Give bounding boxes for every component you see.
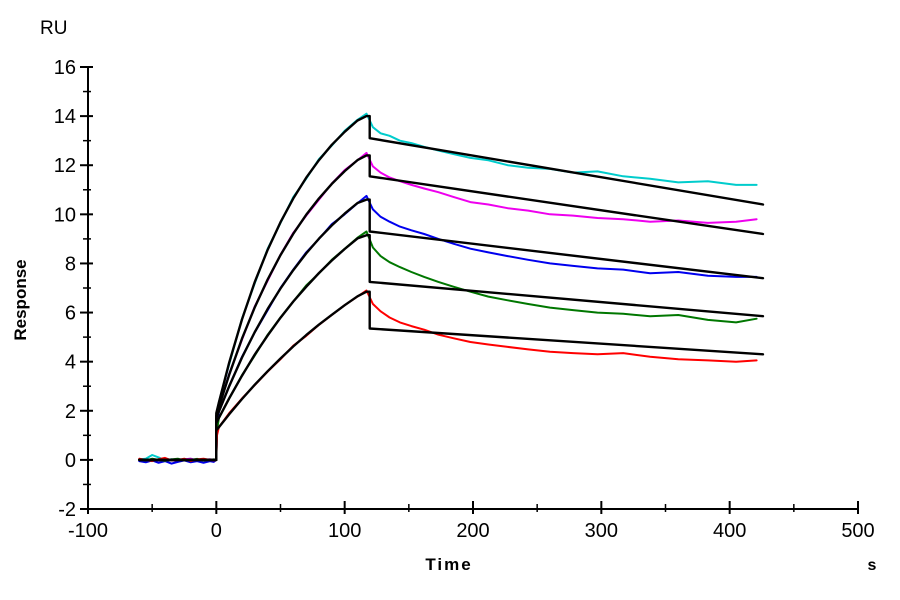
y-tick-label: 14: [54, 106, 76, 128]
y-tick-label: 4: [65, 352, 76, 374]
series-sensorgram-blue: [138, 194, 758, 465]
y-axis-unit-label: RU: [40, 18, 67, 39]
x-tick-label: 500: [841, 520, 874, 542]
y-tick-label: 16: [54, 57, 76, 79]
plot-area: -100 0 100 200 300 400 500 -2 0 2 4 6 8 10 12 14 16: [54, 57, 875, 542]
x-tick-label: -100: [68, 520, 108, 542]
x-tick-label: 300: [585, 520, 618, 542]
y-axis-title: Response: [11, 259, 30, 340]
y-tick-label: 0: [65, 450, 76, 472]
series-fit-blue: [138, 198, 765, 462]
x-axis-unit-label: s: [868, 557, 877, 574]
series-fit-red: [138, 290, 765, 462]
y-tick-label: 8: [65, 253, 76, 275]
y-tick-label: 6: [65, 303, 76, 325]
y-tick-label: 10: [54, 204, 76, 226]
y-tick-label: 12: [54, 155, 76, 177]
series-fit-cyan: [138, 114, 765, 462]
x-tick-label: 200: [456, 520, 489, 542]
series-fit-magenta: [138, 154, 765, 462]
x-tick-label: 0: [211, 520, 222, 542]
x-axis-title: Time: [425, 555, 472, 574]
y-tick-label: 2: [65, 401, 76, 423]
series-fit-green: [138, 233, 765, 462]
y-tick-label: -2: [58, 499, 76, 521]
x-tick-label: 400: [713, 520, 746, 542]
x-tick-label: 100: [328, 520, 361, 542]
